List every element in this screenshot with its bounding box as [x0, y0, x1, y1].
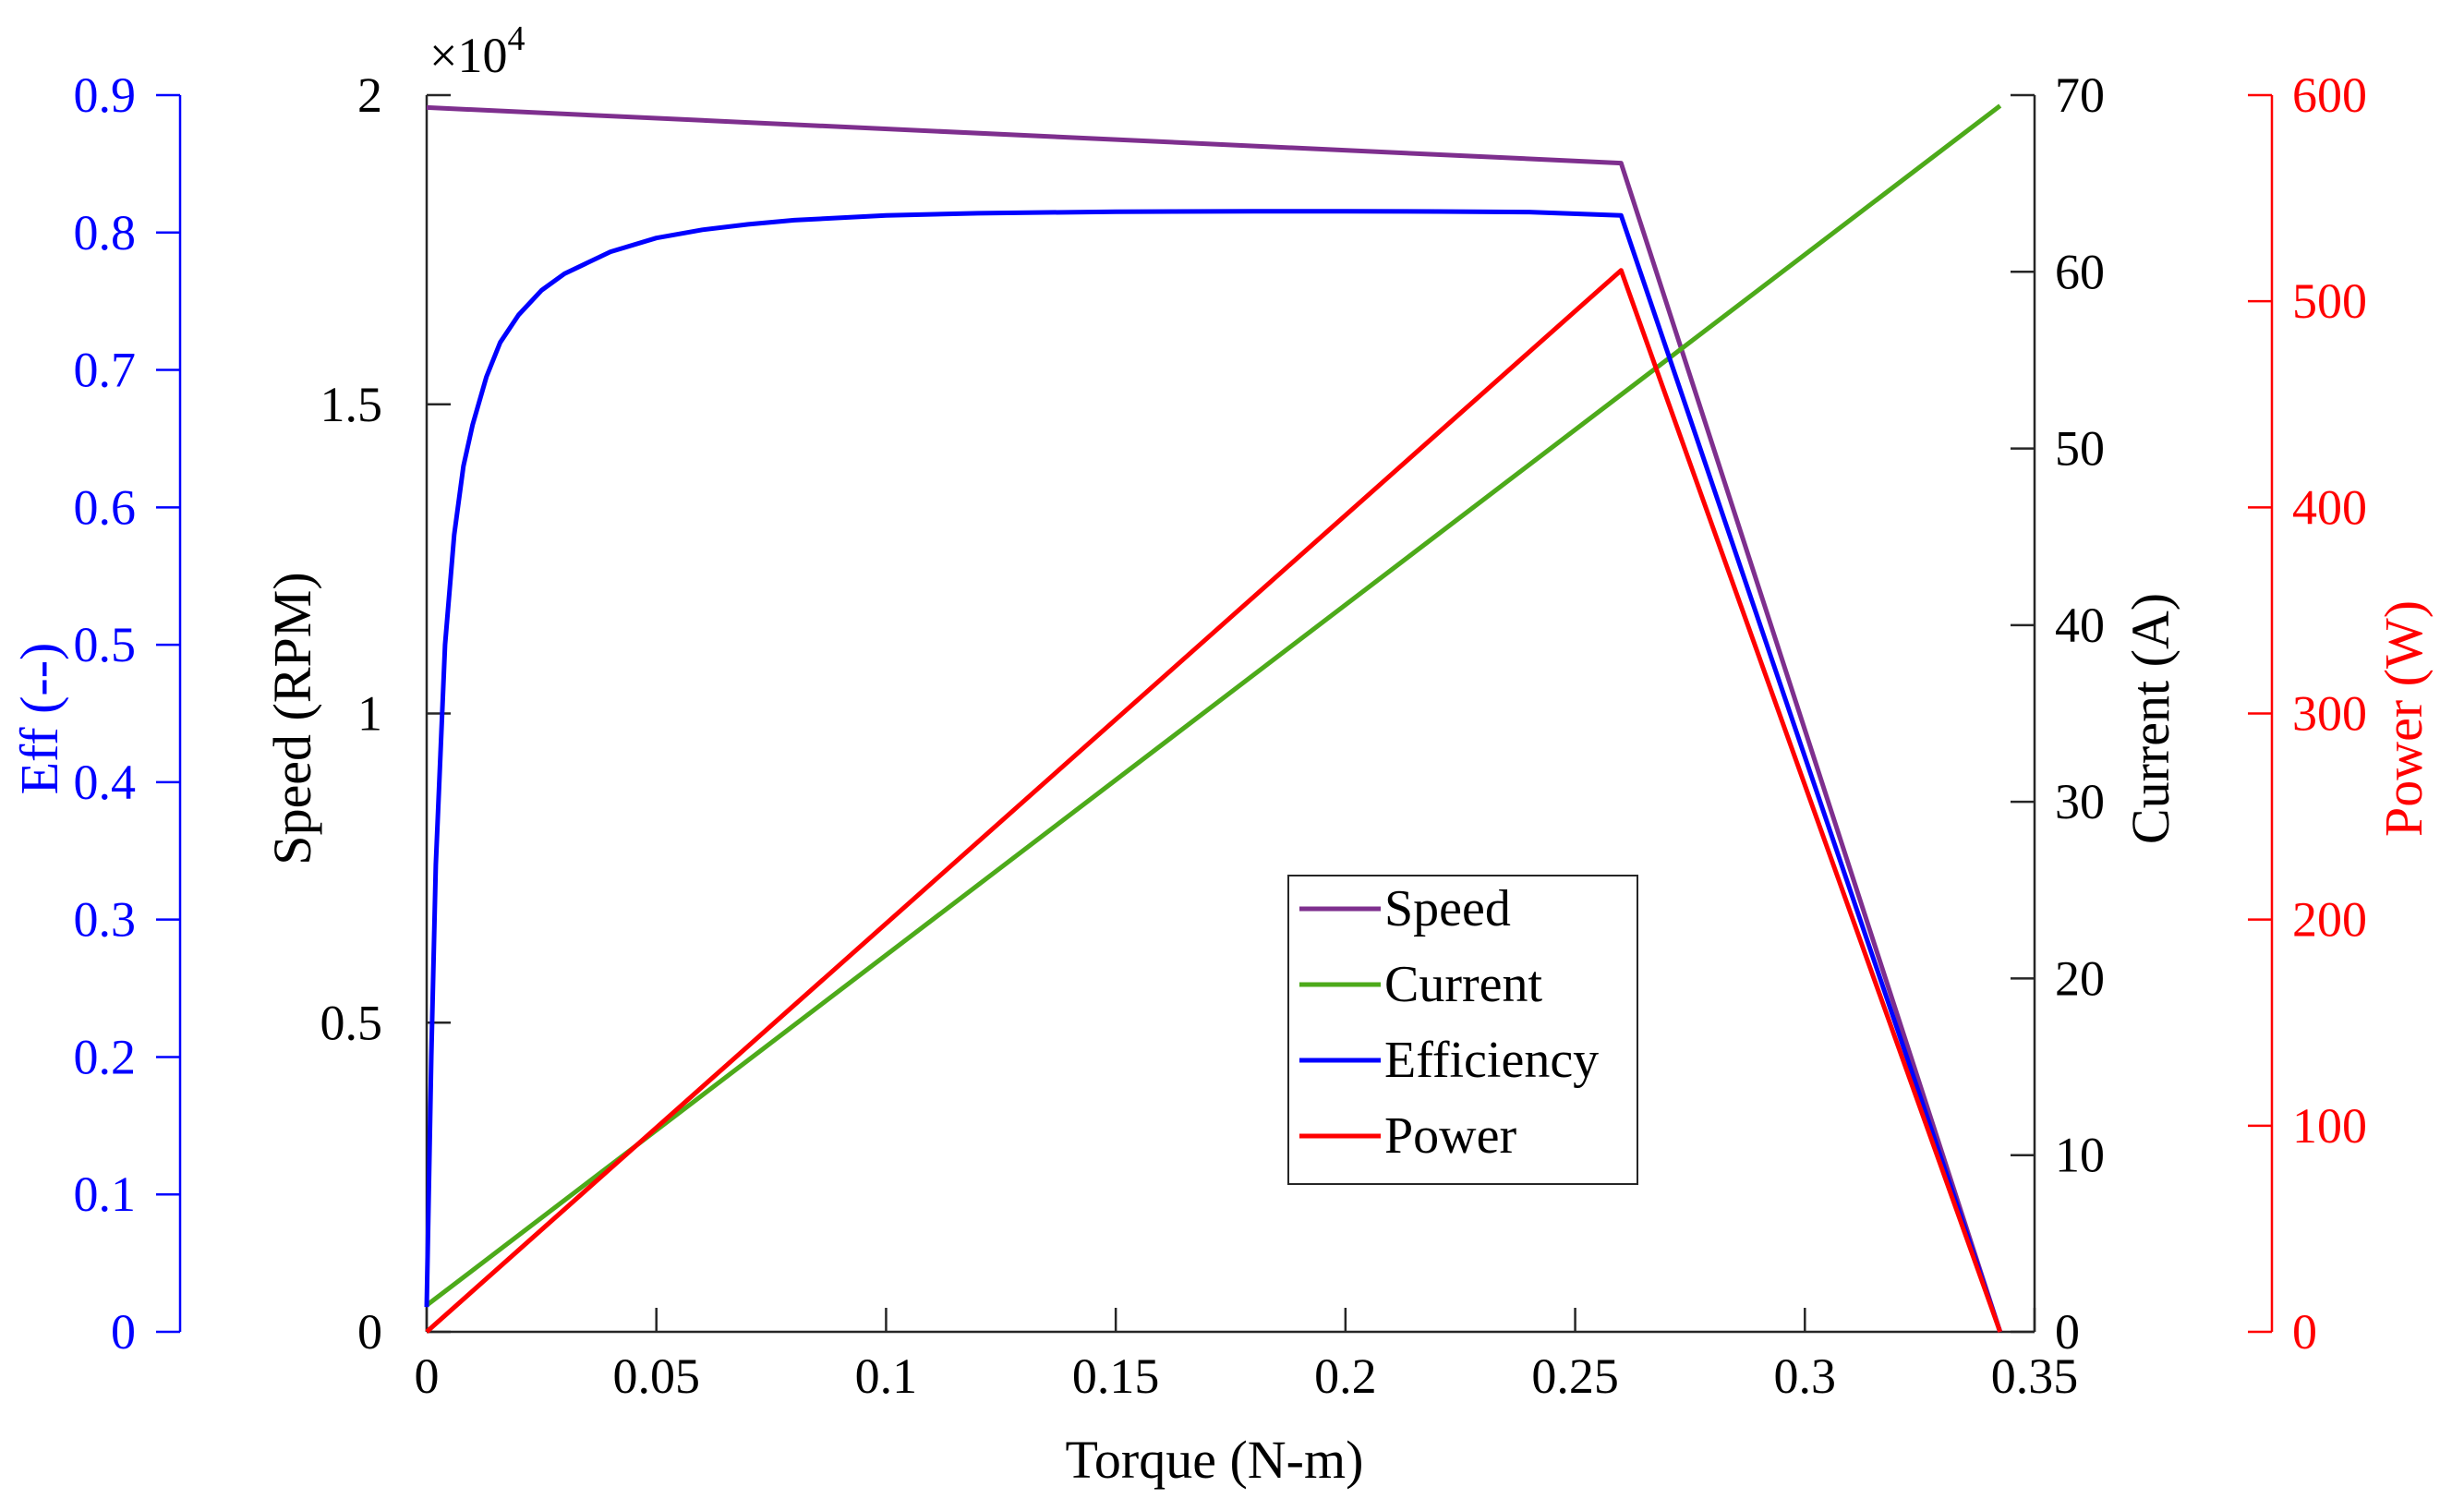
x-tick-label: 0: [415, 1348, 440, 1404]
legend-box: [1287, 875, 1638, 1185]
speed-axis-exponent: ×104: [429, 19, 525, 83]
power-tick-label: 400: [2292, 479, 2367, 535]
speed-axis-label: Speed (RPM): [262, 572, 322, 864]
x-tick-label: 0.05: [612, 1348, 700, 1404]
axes-group: 0 0.05 0.1 0.15 0.2 0.25 0.3 0.3500.10.20.30.40…: [74, 67, 2368, 1404]
series-line-efficiency: [424, 209, 2003, 1333]
speed-tick-label: 1: [357, 686, 382, 742]
eff-tick-label: 0.8: [74, 205, 137, 260]
current-tick-label: 40: [2055, 598, 2105, 653]
current-tick-label: 20: [2055, 950, 2105, 1006]
speed-tick-label: 1.5: [320, 377, 383, 432]
eff-tick-label: 0.7: [74, 343, 137, 398]
x-axis-label: Torque (N-m): [1066, 1430, 1364, 1490]
current-tick-label: 30: [2055, 774, 2105, 829]
power-tick-label: 200: [2292, 892, 2367, 948]
series-line-power: [425, 268, 2003, 1334]
legend-label-speed: Speed: [1384, 880, 1511, 937]
series-group: [424, 103, 2003, 1334]
power-tick-label: 500: [2292, 273, 2367, 329]
current-tick-label: 70: [2055, 67, 2105, 123]
series-line-speed: [426, 104, 2003, 1333]
legend-label-current: Current: [1384, 956, 1543, 1013]
current-tick-label: 50: [2055, 421, 2105, 477]
eff-tick-label: 0.4: [74, 755, 137, 810]
eff-tick-label: 0.5: [74, 617, 137, 672]
legend-label-power: Power: [1384, 1107, 1516, 1165]
eff-tick-label: 0.3: [74, 892, 137, 948]
power-tick-label: 100: [2292, 1098, 2367, 1154]
eff-tick-label: 0.6: [74, 479, 137, 535]
speed-axis-exponent-power: 4: [507, 19, 525, 58]
x-tick-label: 0.35: [1991, 1348, 2079, 1404]
speed-tick-label: 2: [357, 67, 382, 123]
speed-tick-label: 0: [357, 1304, 382, 1360]
eff-tick-label: 0.1: [74, 1166, 137, 1222]
current-tick-label: 60: [2055, 244, 2105, 299]
x-tick-label: 0.1: [855, 1348, 918, 1404]
legend-label-efficiency: Efficiency: [1384, 1032, 1599, 1089]
power-axis-label: Power (W): [2373, 600, 2434, 837]
eff-tick-label: 0.9: [74, 67, 137, 123]
x-tick-label: 0.3: [1774, 1348, 1837, 1404]
eff-axis-label: Eff (--): [9, 643, 69, 795]
current-tick-label: 10: [2055, 1128, 2105, 1183]
power-tick-label: 300: [2292, 686, 2367, 742]
power-tick-label: 600: [2292, 67, 2367, 123]
speed-axis-exponent-base: ×10: [429, 28, 507, 83]
eff-tick-label: 0.2: [74, 1029, 137, 1084]
current-tick-label: 0: [2055, 1304, 2080, 1360]
series-line-current: [425, 103, 2002, 1308]
eff-tick-label: 0: [111, 1304, 136, 1360]
current-axis-label: Current (A): [2120, 593, 2180, 844]
x-tick-label: 0.2: [1314, 1348, 1377, 1404]
legend: Speed Current Efficiency Power: [1287, 875, 1638, 1185]
speed-tick-label: 0.5: [320, 995, 383, 1050]
x-tick-label: 0.15: [1072, 1348, 1160, 1404]
power-tick-label: 0: [2292, 1304, 2317, 1360]
x-tick-label: 0.25: [1531, 1348, 1619, 1404]
